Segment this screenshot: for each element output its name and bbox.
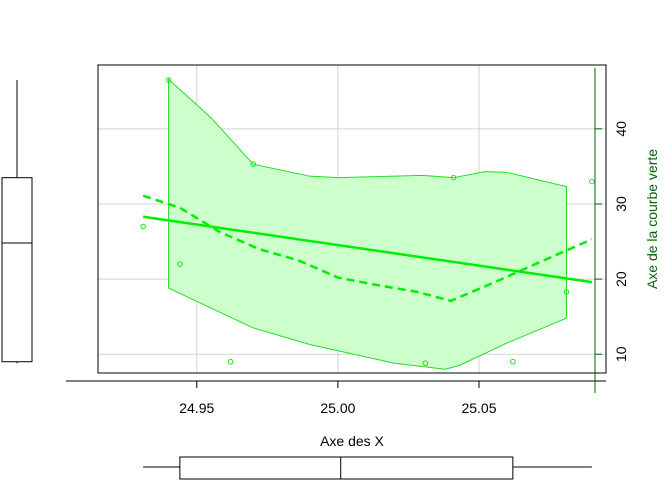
y-axis-right: 10 20 30 40 xyxy=(594,68,629,393)
y-boxplot xyxy=(1,80,33,364)
smooth-curve xyxy=(142,194,593,303)
y-axis-label: Axe de la courbe verte xyxy=(644,149,660,289)
data-point xyxy=(140,223,146,230)
x-tick-label: 25.05 xyxy=(461,400,496,416)
plot-frame xyxy=(97,64,607,374)
data-point xyxy=(450,174,457,181)
data-point xyxy=(227,358,234,365)
data-point xyxy=(563,289,570,295)
y-tick-label: 40 xyxy=(613,121,629,137)
y-tick-label: 20 xyxy=(613,271,629,287)
data-point xyxy=(589,178,595,185)
regression-line xyxy=(142,215,593,284)
x-boxplot xyxy=(143,456,592,480)
data-point xyxy=(177,261,183,267)
x-tick-label: 25.00 xyxy=(320,400,355,416)
y-boxplot-box xyxy=(1,177,33,363)
y-tick-label: 30 xyxy=(613,196,629,212)
data-point xyxy=(422,360,429,367)
x-axis-label: Axe des X xyxy=(320,433,384,449)
data-point xyxy=(165,77,172,83)
x-boxplot-box xyxy=(179,456,514,480)
data-point xyxy=(510,358,516,365)
y-tick-label: 10 xyxy=(613,346,629,362)
x-axis: 24.95 25.00 25.05 xyxy=(66,380,606,416)
confidence-band xyxy=(168,78,567,370)
data-point xyxy=(250,161,257,167)
data-points xyxy=(140,77,595,367)
x-tick-label: 24.95 xyxy=(179,400,214,416)
